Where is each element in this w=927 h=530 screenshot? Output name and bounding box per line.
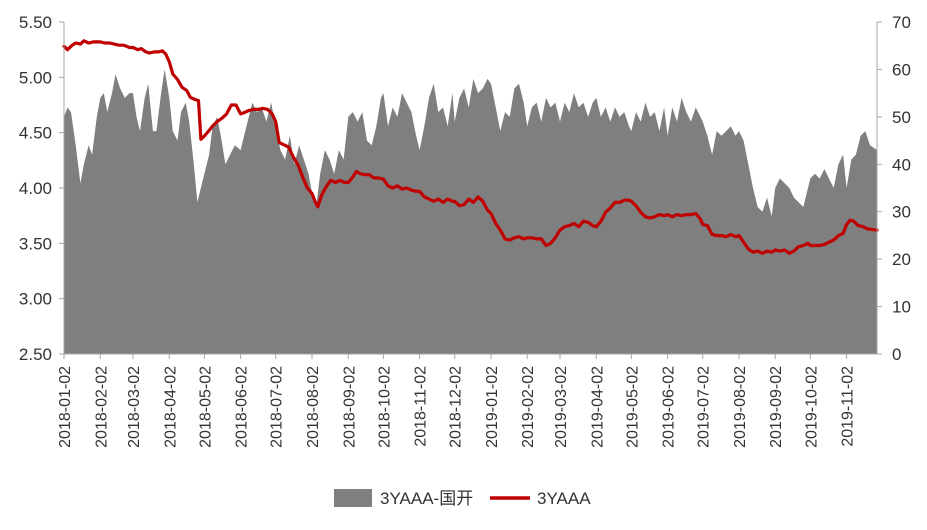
x-tick-label: 2019-03-02: [553, 366, 570, 448]
y-right-tick-label: 40: [892, 155, 911, 174]
x-tick-label: 2018-08-02: [305, 366, 322, 448]
y-left-tick-label: 5.50: [19, 13, 52, 32]
x-tick-label: 2018-04-02: [162, 366, 179, 448]
x-tick-label: 2019-01-02: [484, 366, 501, 448]
y-right-tick-label: 20: [892, 250, 911, 269]
area-series-layer: [64, 69, 877, 355]
y-right-tick-label: 70: [892, 13, 911, 32]
x-tick-label: 2018-01-02: [57, 366, 74, 448]
x-tick-label: 2019-11-02: [840, 366, 857, 447]
x-tick-label: 2019-08-02: [732, 366, 749, 448]
y-right-tick-label: 10: [892, 298, 911, 317]
legend-label-line: 3YAAA: [537, 489, 591, 508]
legend: 3YAAA-国开 3YAAA: [334, 489, 591, 508]
line-series-1: [62, 39, 879, 255]
legend-swatch-area: [334, 489, 372, 507]
y-right-tick-label: 0: [892, 345, 901, 364]
y-right-tick-label: 50: [892, 108, 911, 127]
y-left-tick-label: 2.50: [19, 345, 52, 364]
x-tick-label: 2018-02-02: [93, 366, 110, 448]
x-tick-label: 2019-09-02: [768, 366, 785, 448]
x-tick-label: 2018-11-02: [413, 366, 430, 447]
x-tick-label: 2019-06-02: [661, 366, 678, 448]
x-tick-label: 2018-07-02: [269, 366, 286, 448]
x-tick-label: 2019-02-02: [520, 366, 537, 448]
x-tick-label: 2018-06-02: [234, 366, 251, 448]
x-tick-label: 2018-05-02: [197, 366, 214, 448]
x-tick-label: 2019-10-02: [803, 366, 820, 448]
axes-layer: 2.50 3.00 3.50 4.00 4.50 5.00 5.50 0 10 20 30 40 50 6…: [19, 13, 911, 448]
area-series-0: [64, 69, 877, 355]
x-tick-label: 2018-10-02: [376, 366, 393, 448]
x-tick-label: 2018-12-02: [448, 366, 465, 448]
x-tick-label: 2019-04-02: [589, 366, 606, 448]
y-left-tick-label: 3.00: [19, 290, 52, 309]
y-right-tick-label: 60: [892, 60, 911, 79]
y-left-tick-label: 4.50: [19, 124, 52, 143]
x-tick-label: 2019-05-02: [624, 366, 641, 448]
x-tick-label: 2019-07-02: [696, 366, 713, 448]
y-left-tick-label: 4.00: [19, 179, 52, 198]
line-series-layer: [62, 39, 879, 255]
x-tick-label: 2018-03-02: [126, 366, 143, 448]
x-tick-label: 2018-09-02: [341, 366, 358, 448]
y-left-tick-label: 3.50: [19, 234, 52, 253]
y-left-tick-label: 5.00: [19, 68, 52, 87]
legend-label-area: 3YAAA-国开: [380, 489, 473, 508]
y-right-tick-label: 30: [892, 203, 911, 222]
